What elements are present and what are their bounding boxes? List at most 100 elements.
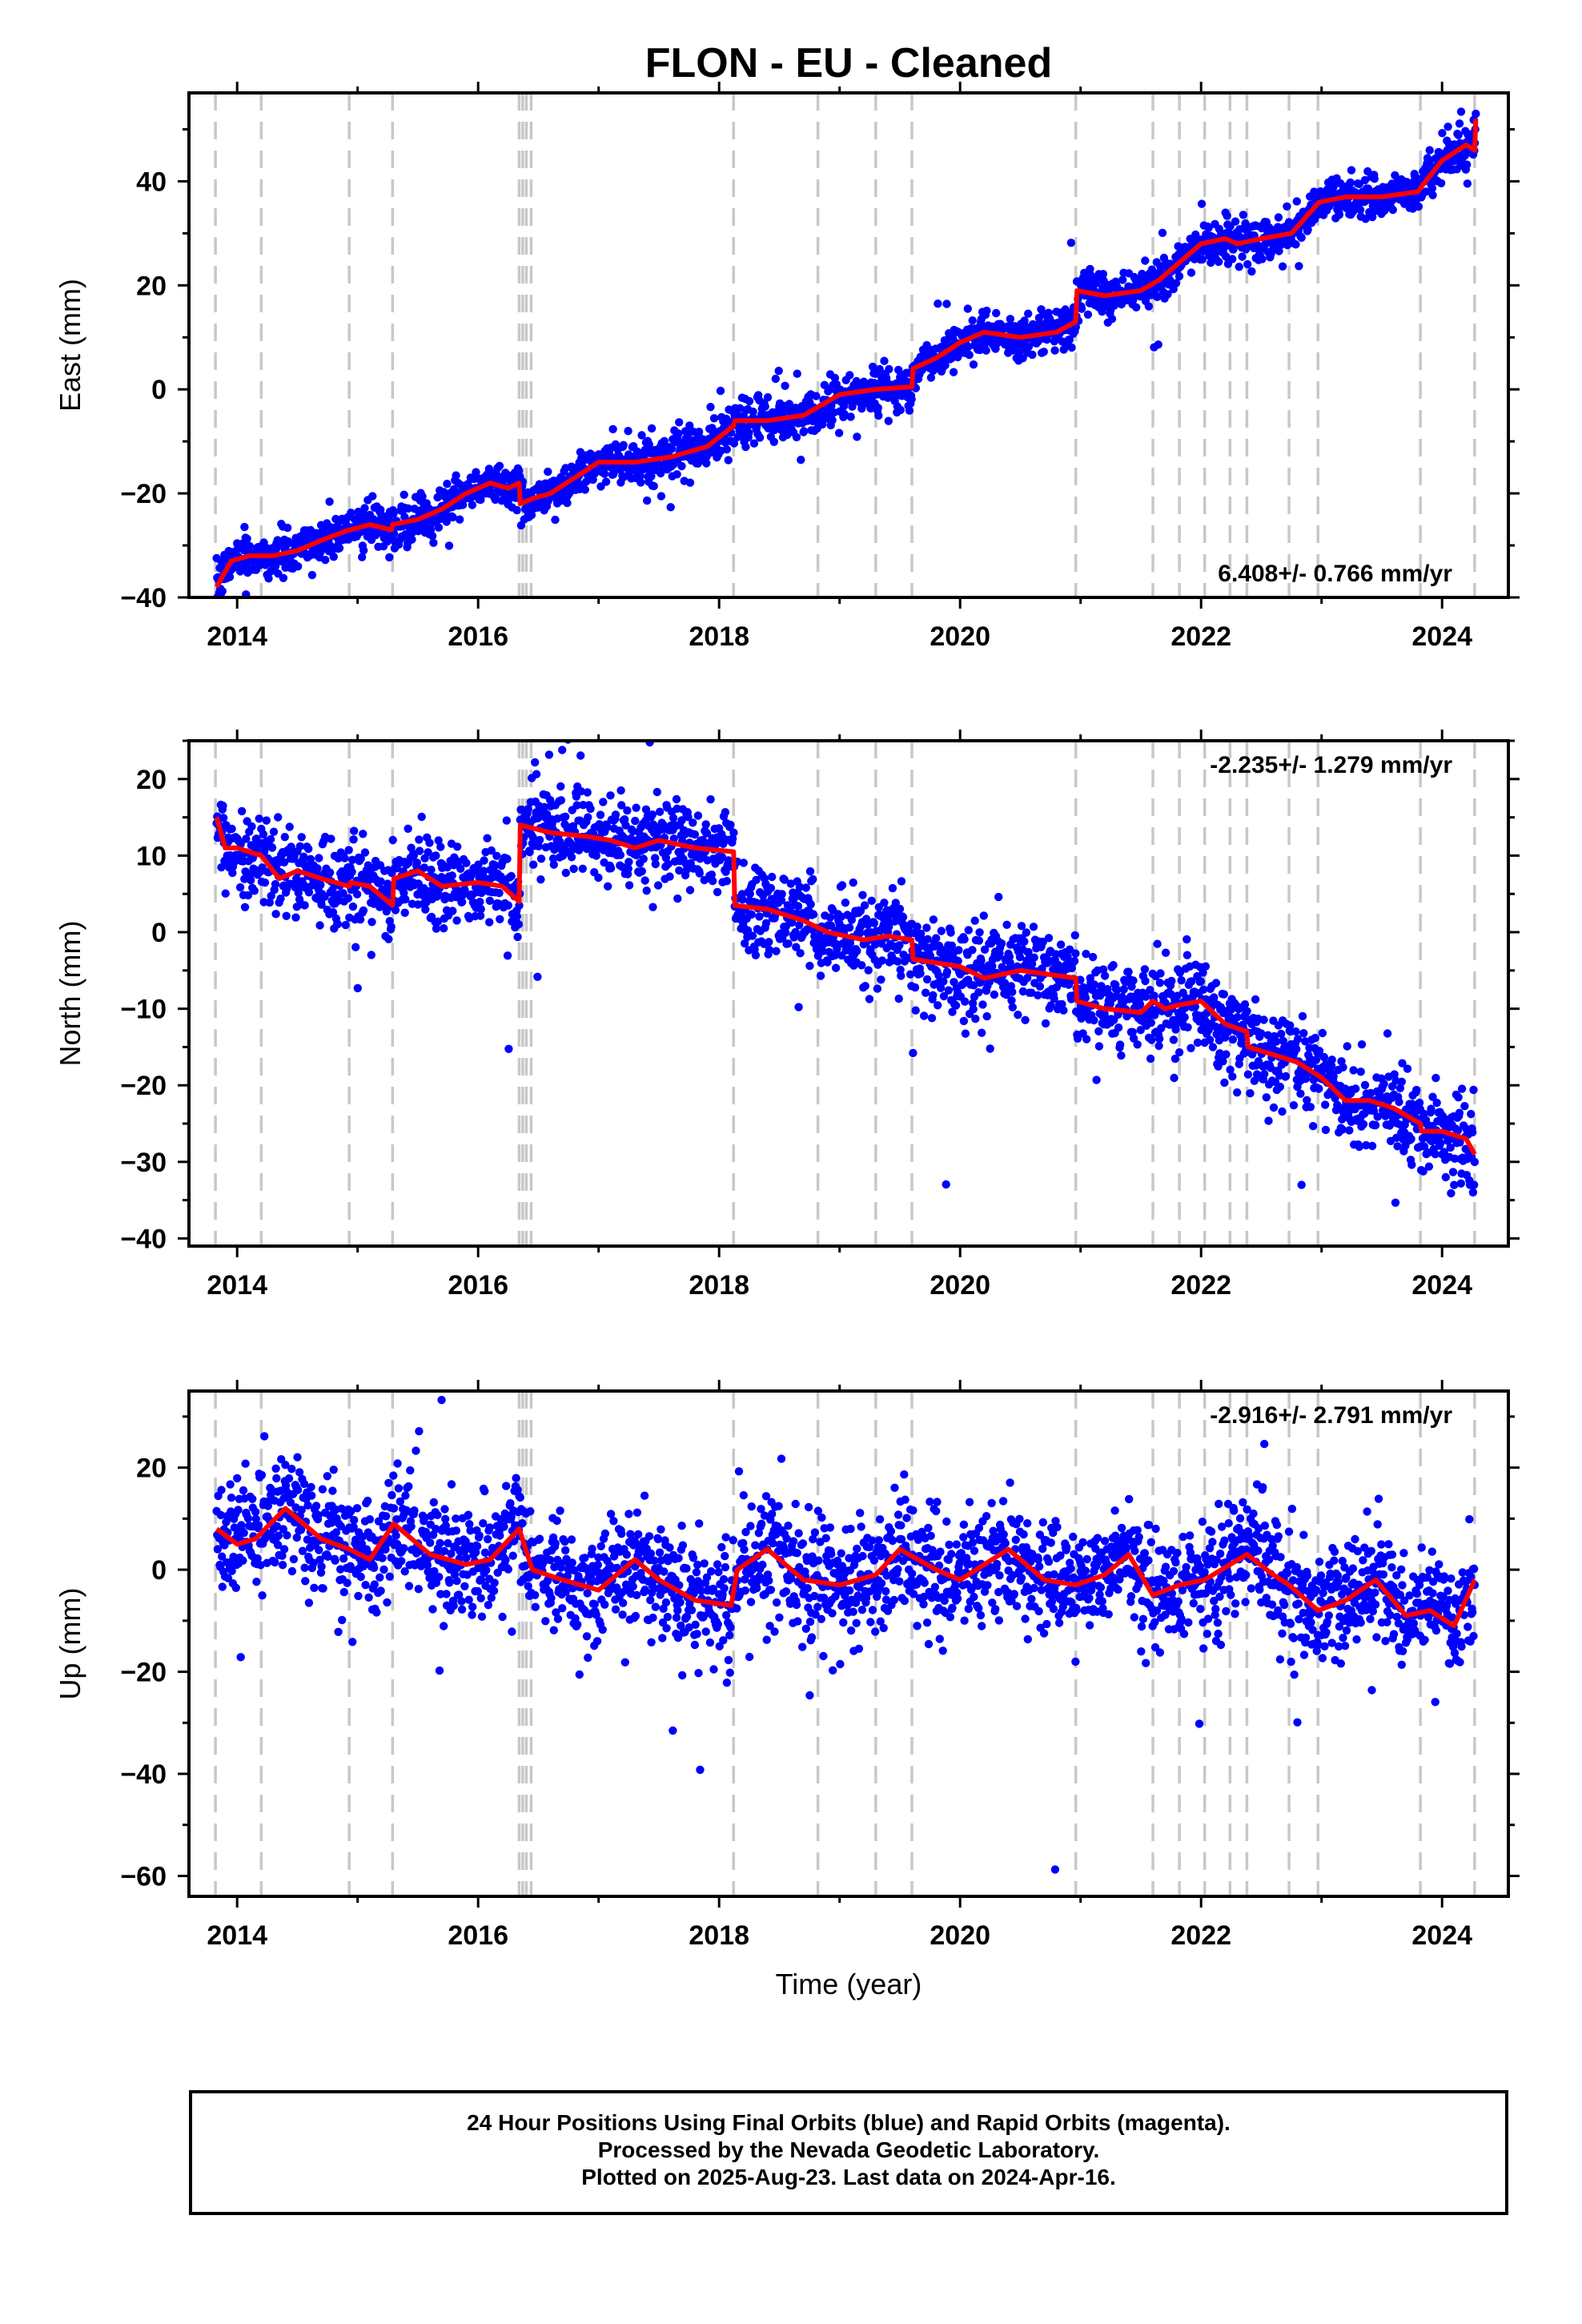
data-point [716, 386, 725, 396]
data-point [1044, 934, 1054, 943]
data-point [536, 875, 545, 884]
data-point [266, 834, 275, 844]
data-point [1187, 977, 1196, 986]
data-point [1133, 1040, 1142, 1049]
data-point [792, 943, 801, 951]
data-point [1136, 1026, 1145, 1035]
data-point [812, 392, 821, 400]
data-point [1338, 1115, 1347, 1124]
data-point [656, 492, 666, 501]
data-point [936, 983, 946, 993]
data-point [504, 901, 512, 910]
data-point [1008, 987, 1017, 996]
data-point [304, 844, 313, 854]
data-point [751, 951, 761, 960]
data-point [1421, 187, 1431, 196]
data-point [341, 920, 350, 930]
data-point [1022, 928, 1031, 937]
data-point [1226, 222, 1235, 231]
data-point [1215, 1049, 1224, 1058]
data-point [1456, 107, 1466, 116]
data-point [717, 853, 727, 862]
plot-area-up [212, 1391, 1480, 1896]
data-point [971, 1015, 980, 1023]
data-point [647, 424, 656, 433]
data-point [1239, 211, 1248, 219]
data-point [961, 997, 970, 1006]
data-point [975, 928, 984, 937]
data-point [722, 445, 731, 454]
data-point [729, 439, 739, 448]
data-point [432, 924, 441, 933]
data-point [1299, 1029, 1308, 1038]
data-point [895, 904, 905, 914]
data-point [1153, 292, 1162, 301]
data-point [1082, 1035, 1091, 1043]
data-point [359, 546, 368, 555]
data-point [1296, 1089, 1305, 1098]
data-point [1086, 264, 1094, 274]
data-point [1293, 1035, 1303, 1043]
data-point [977, 956, 986, 965]
data-point [264, 574, 273, 583]
data-point [975, 345, 985, 355]
data-point [1017, 922, 1026, 931]
data-point [619, 440, 628, 449]
data-point [415, 835, 424, 844]
data-point [1222, 252, 1231, 261]
data-point [1246, 1089, 1255, 1098]
data-point [666, 503, 675, 512]
data-point [279, 858, 289, 867]
data-point [1419, 1142, 1429, 1151]
data-point [861, 982, 870, 991]
data-point [221, 889, 230, 898]
data-point [922, 975, 932, 984]
data-point [400, 490, 408, 499]
data-point [245, 541, 255, 551]
data-point [937, 927, 946, 935]
data-point [845, 371, 854, 380]
data-point [980, 945, 990, 955]
data-point [485, 918, 494, 927]
data-point [1407, 1135, 1415, 1144]
data-point [1171, 279, 1181, 287]
data-point [1029, 923, 1038, 931]
data-point [1425, 146, 1434, 155]
data-point [841, 899, 850, 907]
data-point [400, 888, 408, 898]
data-point [1370, 175, 1379, 183]
data-point [1034, 991, 1042, 1000]
data-point [1146, 1018, 1156, 1027]
data-point [1346, 178, 1355, 187]
data-point [1297, 1180, 1306, 1189]
data-point [1297, 233, 1306, 242]
data-point [738, 895, 747, 904]
data-point [942, 300, 951, 308]
data-point [1379, 1080, 1388, 1088]
data-point [1251, 995, 1260, 1004]
data-point [642, 461, 651, 470]
data-point [599, 798, 608, 806]
data-point [724, 456, 733, 464]
data-point [1214, 257, 1223, 267]
data-point [880, 899, 889, 907]
data-point [1286, 1021, 1295, 1030]
data-point [1419, 1109, 1428, 1118]
data-point [1298, 1011, 1307, 1021]
data-point [868, 362, 877, 372]
data-point [448, 513, 457, 522]
data-point [250, 887, 259, 895]
data-point [616, 465, 624, 474]
data-point [805, 961, 814, 971]
data-point [476, 905, 485, 914]
data-point [1318, 1028, 1327, 1038]
data-point [1362, 1140, 1371, 1150]
data-point [970, 981, 978, 990]
data-point [1414, 202, 1423, 211]
data-point [922, 923, 931, 932]
data-point [452, 916, 461, 925]
data-point [528, 833, 537, 842]
data-point [954, 956, 962, 966]
data-point [1020, 937, 1029, 947]
data-point [1007, 996, 1016, 1005]
